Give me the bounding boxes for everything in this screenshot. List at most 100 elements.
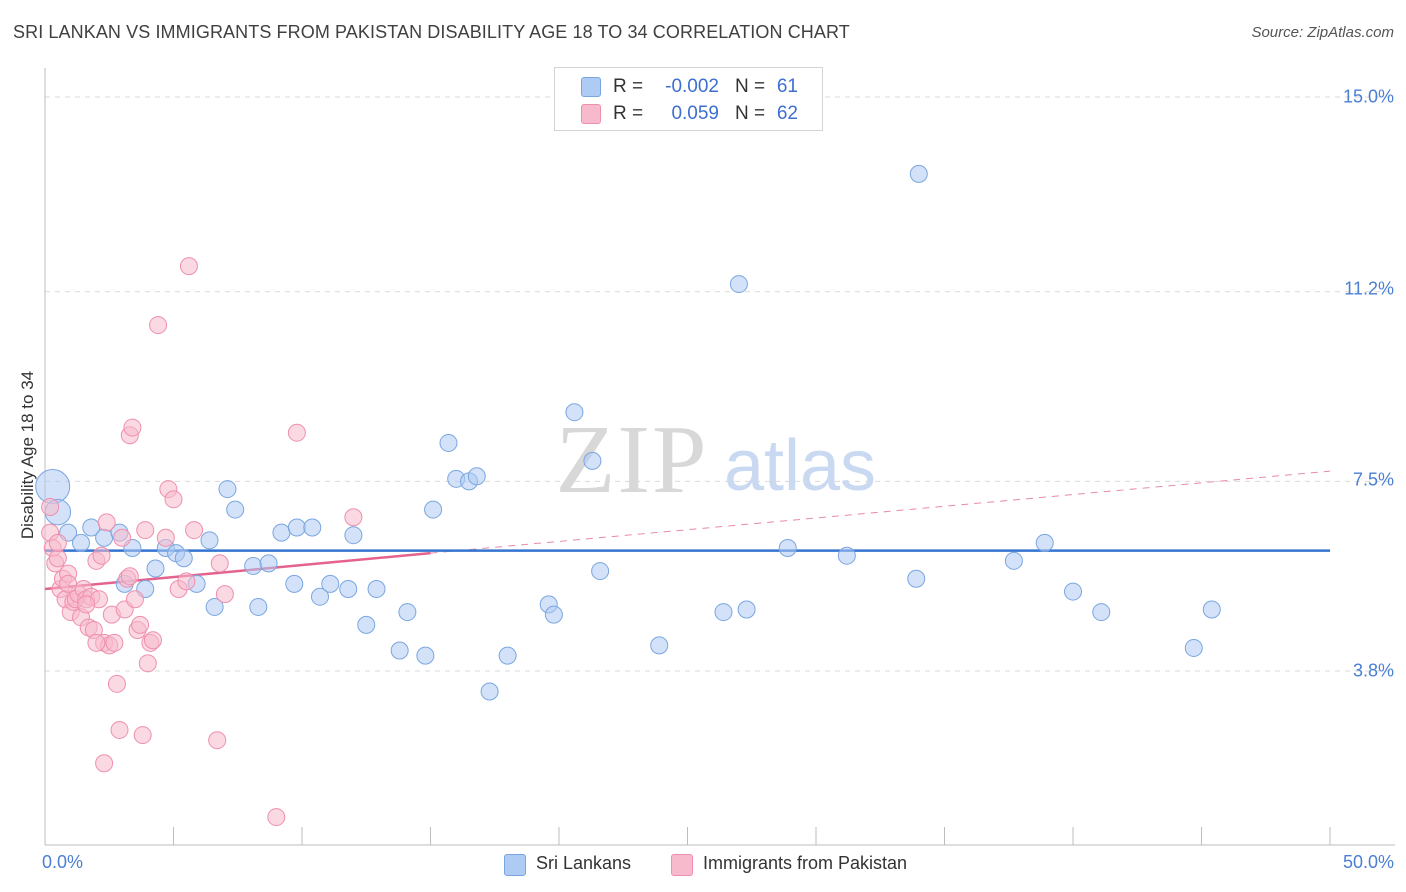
sri-lankan-point <box>357 615 376 634</box>
sri-lankan-point <box>205 597 224 616</box>
pakistan-point <box>164 490 183 509</box>
pakistan-point <box>136 521 155 540</box>
n-label: N = <box>735 103 766 124</box>
sri-lankan-point <box>95 528 114 547</box>
legend-row-sri-lankans: R = -0.002 N = 61 <box>555 73 822 101</box>
r-value: 0.059 <box>671 103 719 124</box>
sri-lankan-point <box>1184 638 1203 657</box>
sri-lankan-point <box>729 275 748 294</box>
sri-lankan-point <box>390 641 409 660</box>
pakistan-point <box>143 631 162 650</box>
data-points <box>35 164 1221 827</box>
pakistan-point <box>107 674 126 693</box>
sri-lankan-point <box>174 549 193 568</box>
sri-lankan-point <box>285 574 304 593</box>
sri-lankan-point <box>321 574 340 593</box>
sri-lankan-point <box>467 467 486 486</box>
sri-lankan-point <box>303 518 322 537</box>
pakistan-point <box>41 498 60 516</box>
sri-lankan-point <box>778 539 797 557</box>
sri-lankan-point <box>200 531 219 550</box>
pakistan-point <box>97 513 116 532</box>
sri-lankan-point <box>737 600 756 619</box>
watermark-zip: ZIP <box>556 406 709 514</box>
y-tick-label: 11.2% <box>1344 278 1394 299</box>
r-label: R = <box>613 76 644 97</box>
pakistan-point <box>344 508 363 527</box>
sri-lankan-point <box>1004 551 1023 570</box>
sri-lankan-point <box>249 597 268 616</box>
gridlines <box>45 96 1395 672</box>
sri-lankan-point <box>480 682 499 701</box>
sri-lankan-point <box>544 605 563 624</box>
pakistan-point <box>59 574 78 593</box>
legend-swatch-pink <box>671 854 693 876</box>
pakistan-point <box>113 528 132 547</box>
legend-swatch-blue <box>581 77 601 97</box>
pakistan-point <box>179 257 198 276</box>
legend-label: Sri Lankans <box>536 853 632 873</box>
legend-row-pakistan: R = 0.059 N = 62 <box>555 100 822 128</box>
pakistan-point <box>131 615 150 634</box>
y-tick-label: 15.0% <box>1342 86 1394 107</box>
x-tick-label-max: 50.0% <box>1342 852 1394 872</box>
pakistan-point <box>77 595 96 614</box>
trend-line <box>44 551 431 591</box>
legend-label: Immigrants from Pakistan <box>703 853 908 873</box>
pakistan-point <box>177 572 196 591</box>
sri-lankan-point <box>218 480 237 499</box>
n-label: N = <box>735 76 766 97</box>
source-label: Source: ZipAtlas.com <box>1251 24 1394 41</box>
sri-lankan-point <box>367 580 386 598</box>
sri-lankan-point <box>287 518 306 537</box>
sri-lankan-point <box>439 433 458 452</box>
chart-title: SRI LANKAN VS IMMIGRANTS FROM PAKISTAN D… <box>13 22 850 42</box>
sri-lankan-point <box>1202 600 1221 619</box>
pakistan-point <box>287 423 306 442</box>
sri-lankan-point <box>907 569 926 588</box>
sri-lankan-point <box>71 533 90 552</box>
pakistan-point <box>210 554 229 573</box>
n-value: 62 <box>776 103 798 124</box>
trend-lines <box>44 470 1331 591</box>
pakistan-point <box>208 731 227 750</box>
sri-lankan-point <box>259 554 278 573</box>
sri-lankan-point <box>1092 603 1111 622</box>
sri-lankan-point <box>310 587 329 606</box>
sri-lankan-point <box>837 546 856 565</box>
legend-swatch-blue <box>504 854 526 876</box>
pakistan-point <box>105 633 124 652</box>
y-tick-label: 3.8% <box>1352 660 1394 681</box>
axes <box>44 68 1395 846</box>
series-legend: Sri Lankans Immigrants from Pakistan <box>0 852 1406 878</box>
pakistan-point <box>120 567 139 586</box>
sri-lankan-point <box>272 523 291 542</box>
pakistan-point <box>149 316 168 335</box>
sri-lankan-point <box>909 164 928 183</box>
sri-lankan-point <box>226 500 245 519</box>
pakistan-point <box>48 533 67 552</box>
sri-lankan-point <box>583 451 602 470</box>
watermark-atlas: atlas <box>724 426 876 506</box>
pakistan-point <box>125 590 144 609</box>
sri-lankan-point <box>344 526 363 545</box>
sri-lankan-point <box>398 603 417 622</box>
sri-lankan-point <box>424 500 443 519</box>
pakistan-point <box>185 521 204 540</box>
r-value: -0.002 <box>665 76 719 97</box>
pakistan-point <box>215 585 234 604</box>
y-tick-label: 7.5% <box>1352 469 1394 490</box>
pakistan-point <box>133 726 152 745</box>
pakistan-point <box>48 549 67 568</box>
sri-lankan-point <box>1064 582 1082 601</box>
stats-legend: R = -0.002 N = 61 R = 0.059 N = 62 <box>554 67 823 131</box>
y-axis-label: Disability Age 18 to 34 <box>18 370 37 540</box>
sri-lankan-point <box>244 556 263 575</box>
pakistan-point <box>110 720 129 739</box>
sri-lankan-point <box>714 603 733 622</box>
sri-lankan-point <box>591 562 610 581</box>
sri-lankan-point <box>565 403 584 422</box>
pakistan-point <box>92 546 111 565</box>
pakistan-point <box>267 808 286 827</box>
